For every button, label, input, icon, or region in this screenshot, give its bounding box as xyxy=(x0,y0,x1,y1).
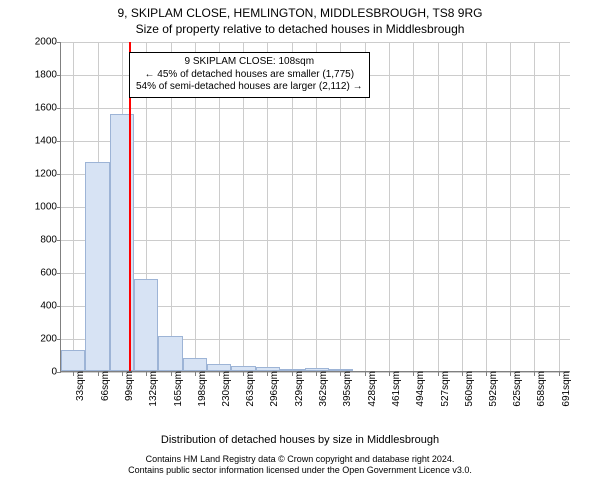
x-tick-label: 329sqm xyxy=(292,371,305,407)
histogram-bar xyxy=(280,369,304,371)
x-tick-label: 461sqm xyxy=(389,371,402,407)
gridline-v xyxy=(486,42,487,371)
plot-area: 020040060080010001200140016001800200033s… xyxy=(60,42,570,372)
histogram-bar xyxy=(207,364,231,371)
x-tick-mark xyxy=(389,372,390,376)
x-tick-mark xyxy=(122,372,123,376)
y-tick-mark xyxy=(57,339,61,340)
gridline-v xyxy=(413,42,414,371)
histogram-bar xyxy=(85,162,109,371)
annotation-line: 54% of semi-detached houses are larger (… xyxy=(136,81,363,94)
x-tick-label: 296sqm xyxy=(267,371,280,407)
x-tick-mark xyxy=(365,372,366,376)
x-tick-mark xyxy=(462,372,463,376)
x-tick-label: 494sqm xyxy=(413,371,426,407)
credits: Contains HM Land Registry data © Crown c… xyxy=(0,454,600,477)
histogram-bar xyxy=(61,350,85,371)
x-tick-mark xyxy=(316,372,317,376)
x-tick-mark xyxy=(510,372,511,376)
y-tick-mark xyxy=(57,75,61,76)
x-tick-mark xyxy=(438,372,439,376)
x-tick-mark xyxy=(171,372,172,376)
x-tick-label: 362sqm xyxy=(316,371,329,407)
x-tick-label: 691sqm xyxy=(559,371,572,407)
y-tick-mark xyxy=(57,174,61,175)
x-tick-label: 33sqm xyxy=(73,371,86,401)
x-tick-mark xyxy=(243,372,244,376)
annotation-box: 9 SKIPLAM CLOSE: 108sqm← 45% of detached… xyxy=(129,52,370,98)
x-tick-label: 625sqm xyxy=(510,371,523,407)
x-tick-label: 527sqm xyxy=(438,371,451,407)
gridline-v xyxy=(73,42,74,371)
y-tick-mark xyxy=(57,141,61,142)
gridline-v xyxy=(534,42,535,371)
y-tick-mark xyxy=(57,372,61,373)
page-title-line1: 9, SKIPLAM CLOSE, HEMLINGTON, MIDDLESBRO… xyxy=(0,6,600,20)
x-tick-label: 99sqm xyxy=(122,371,135,401)
x-tick-label: 198sqm xyxy=(195,371,208,407)
x-tick-label: 230sqm xyxy=(219,371,232,407)
annotation-line: ← 45% of detached houses are smaller (1,… xyxy=(136,69,363,82)
gridline-v xyxy=(510,42,511,371)
x-tick-mark xyxy=(534,372,535,376)
credit-line-2: Contains public sector information licen… xyxy=(0,465,600,476)
x-tick-label: 66sqm xyxy=(98,371,111,401)
histogram-bar xyxy=(231,366,255,371)
y-tick-mark xyxy=(57,207,61,208)
gridline-v xyxy=(438,42,439,371)
x-tick-label: 165sqm xyxy=(171,371,184,407)
y-tick-mark xyxy=(57,240,61,241)
annotation-line: 9 SKIPLAM CLOSE: 108sqm xyxy=(136,56,363,69)
x-tick-mark xyxy=(267,372,268,376)
y-tick-mark xyxy=(57,108,61,109)
histogram-bar xyxy=(183,358,207,371)
x-tick-label: 263sqm xyxy=(243,371,256,407)
y-tick-mark xyxy=(57,42,61,43)
x-tick-mark xyxy=(292,372,293,376)
histogram-bar xyxy=(256,367,280,371)
credit-line-1: Contains HM Land Registry data © Crown c… xyxy=(0,454,600,465)
page-title-line2: Size of property relative to detached ho… xyxy=(0,22,600,36)
x-axis-label: Distribution of detached houses by size … xyxy=(0,434,600,446)
x-tick-mark xyxy=(195,372,196,376)
chart-container: Number of detached properties 0200400600… xyxy=(0,36,600,434)
x-tick-label: 428sqm xyxy=(365,371,378,407)
x-tick-mark xyxy=(73,372,74,376)
x-tick-label: 658sqm xyxy=(534,371,547,407)
histogram-bar xyxy=(329,369,353,371)
x-tick-label: 592sqm xyxy=(486,371,499,407)
gridline-v xyxy=(559,42,560,371)
x-tick-mark xyxy=(559,372,560,376)
x-tick-label: 560sqm xyxy=(462,371,475,407)
x-tick-mark xyxy=(340,372,341,376)
x-tick-mark xyxy=(413,372,414,376)
histogram-bar xyxy=(158,336,182,371)
x-tick-mark xyxy=(146,372,147,376)
x-tick-label: 132sqm xyxy=(146,371,159,407)
histogram-bar xyxy=(305,368,329,371)
gridline-v xyxy=(462,42,463,371)
y-tick-mark xyxy=(57,273,61,274)
x-tick-mark xyxy=(486,372,487,376)
histogram-bar xyxy=(134,279,158,371)
x-tick-mark xyxy=(98,372,99,376)
x-tick-mark xyxy=(219,372,220,376)
gridline-v xyxy=(389,42,390,371)
x-tick-label: 395sqm xyxy=(340,371,353,407)
y-tick-mark xyxy=(57,306,61,307)
